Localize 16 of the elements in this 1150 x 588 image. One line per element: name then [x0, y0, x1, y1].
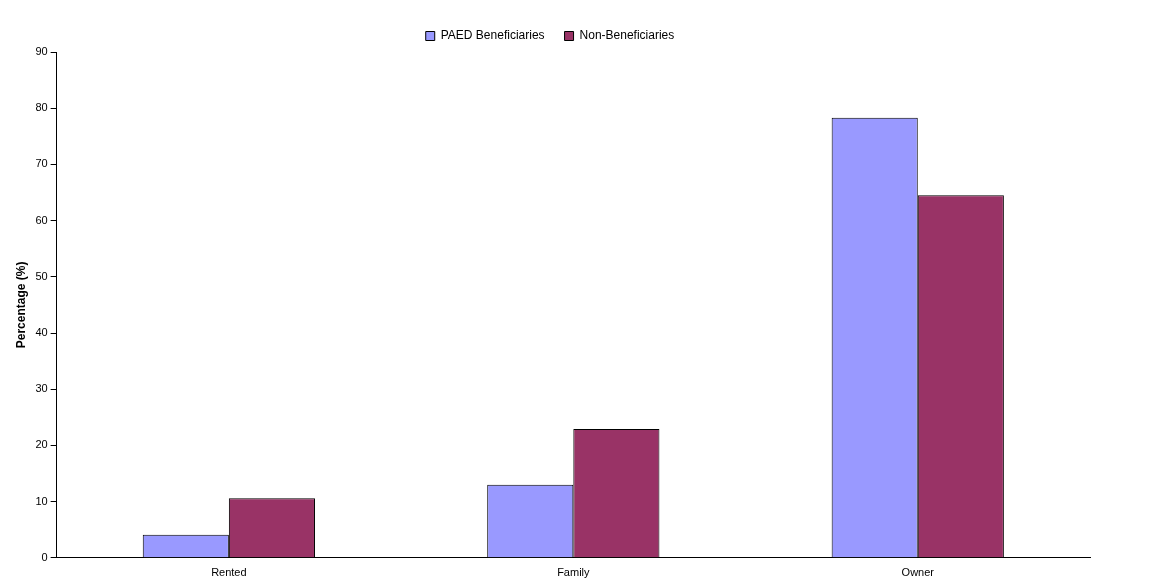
y-axis-title: Percentage (%): [13, 261, 28, 349]
y-tick-label: 40: [35, 326, 48, 339]
y-tick-label: 90: [35, 45, 48, 58]
y-tick-label: 70: [35, 157, 48, 170]
y-tick-label: 50: [35, 269, 48, 282]
y-tick-label: 0: [41, 550, 48, 563]
x-tick-label: Rented: [211, 566, 247, 579]
legend-label: Non-Beneficiaries: [579, 28, 675, 43]
y-tick-label: 60: [35, 213, 48, 226]
y-tick-label: 30: [35, 382, 48, 395]
y-tick-label: 10: [35, 494, 48, 507]
y-tick-label: 20: [35, 438, 48, 451]
y-tick-label: 80: [35, 101, 48, 114]
x-tick-label: Owner: [901, 566, 935, 579]
x-tick-label: Family: [557, 566, 591, 579]
legend-label: PAED Beneficiaries: [440, 28, 545, 43]
